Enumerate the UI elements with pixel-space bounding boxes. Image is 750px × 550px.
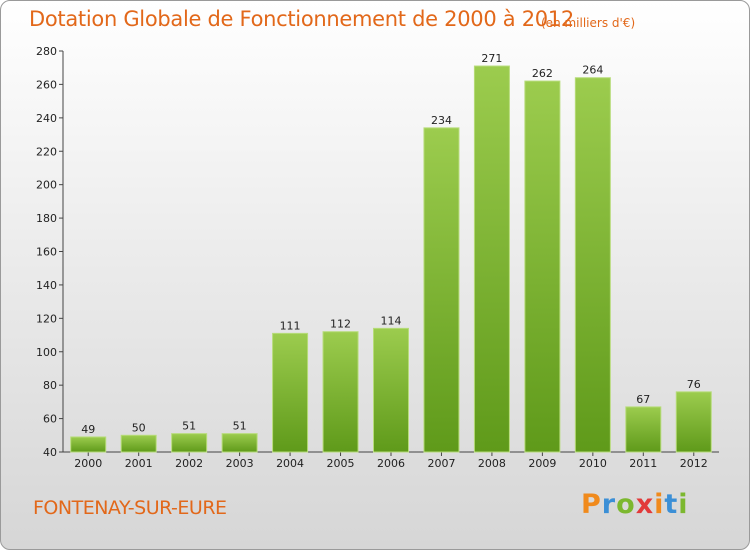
y-tick-label: 40 [43, 446, 57, 459]
y-tick-label: 140 [36, 279, 57, 292]
x-tick-label: 2003 [226, 457, 254, 470]
x-tick-label: 2001 [125, 457, 153, 470]
logo-letter: P [581, 489, 602, 520]
proxiti-logo: Proxiti [581, 489, 689, 520]
bar-2008 [473, 65, 510, 453]
bar-2003 [221, 433, 258, 453]
x-tick-label: 2009 [528, 457, 556, 470]
value-label: 51 [233, 420, 247, 433]
y-tick-label: 80 [43, 379, 57, 392]
bar-2010 [574, 77, 611, 453]
logo-letter: i [654, 489, 665, 520]
x-tick-label: 2008 [478, 457, 506, 470]
axes: 40 60 80 100 120 140 160 180 200 220 240 260 280 2000… [36, 45, 719, 470]
bar-2007 [423, 127, 460, 453]
bar-2012 [675, 391, 712, 453]
bar-2009 [524, 80, 561, 453]
bar-2000 [70, 436, 107, 453]
value-label: 112 [330, 318, 351, 331]
y-tick-label: 240 [36, 112, 57, 125]
x-tick-label: 2007 [427, 457, 455, 470]
x-tick-label: 2010 [579, 457, 607, 470]
logo-letter: r [601, 489, 617, 520]
chart-subtitle: (en milliers d'€) [541, 16, 636, 30]
value-label: 51 [182, 420, 196, 433]
x-tick-label: 2000 [74, 457, 102, 470]
x-tick-label: 2006 [377, 457, 405, 470]
value-label: 50 [132, 421, 146, 434]
value-label: 271 [481, 52, 502, 65]
bar-2001 [120, 434, 157, 453]
y-tick-label: 120 [36, 312, 57, 325]
value-label: 76 [687, 378, 701, 391]
bar-2006 [373, 327, 409, 453]
y-tick-label: 180 [36, 212, 57, 225]
y-tick-label: 60 [43, 413, 57, 426]
bars-group [70, 65, 712, 453]
value-label: 264 [582, 64, 603, 77]
logo-letter: o [616, 489, 636, 520]
y-tick-label: 260 [36, 78, 57, 91]
bar-2011 [625, 406, 662, 453]
y-tick-label: 200 [36, 179, 57, 192]
logo-letter: t [664, 489, 679, 520]
y-tick-label: 160 [36, 246, 57, 259]
x-tick-label: 2002 [175, 457, 203, 470]
chart-title: Dotation Globale de Fonctionnement de 20… [29, 7, 574, 31]
y-tick-label: 280 [36, 45, 57, 58]
value-label: 67 [636, 393, 650, 406]
logo-letter: x [635, 489, 655, 520]
commune-name: FONTENAY-SUR-EURE [33, 497, 227, 519]
y-tick-label: 100 [36, 346, 57, 359]
logo-letter: i [678, 489, 689, 520]
x-tick-label: 2011 [629, 457, 657, 470]
value-labels: 49 50 51 51 111 112 114 234 271 262 264 67 76 [81, 52, 701, 436]
value-label: 234 [431, 114, 452, 127]
value-label: 114 [381, 314, 402, 327]
x-tick-label: 2012 [680, 457, 708, 470]
x-tick-label: 2004 [276, 457, 304, 470]
y-tick-label: 220 [36, 145, 57, 158]
value-label: 262 [532, 67, 553, 80]
x-tick-label: 2005 [327, 457, 355, 470]
bar-2005 [322, 331, 359, 453]
bar-2004 [272, 332, 309, 453]
bar-2002 [171, 433, 208, 453]
value-label: 49 [81, 423, 95, 436]
value-label: 111 [280, 319, 301, 332]
